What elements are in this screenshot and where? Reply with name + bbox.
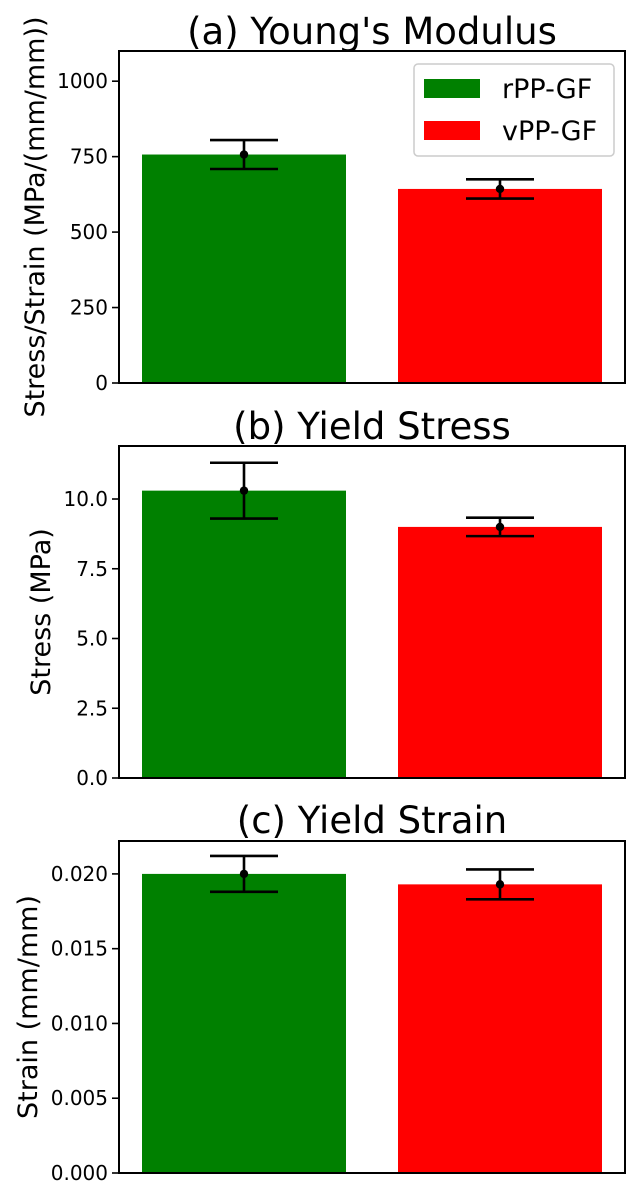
axes-frame-b: [118, 445, 626, 779]
bar-c-vpp-gf: [398, 884, 602, 1173]
error-bar-b-rpp-gf: [210, 461, 278, 520]
ytick-label-c-1: 0.005: [51, 1086, 108, 1110]
error-bar-b-vpp-gf: [466, 516, 534, 538]
ytick-label-c-4: 0.020: [51, 862, 108, 886]
ytick-label-b-4: 10.0: [63, 487, 108, 511]
panel-b-ylabel: Stress (MPa): [26, 528, 57, 696]
ytick-label-a-2: 500: [70, 220, 108, 244]
error-bar-c-rpp-gf: [210, 854, 278, 894]
mean-point: [239, 869, 249, 879]
error-bar-a-vpp-gf: [466, 177, 534, 200]
bar-b-rpp-gf: [142, 490, 346, 778]
ytick-label-b-2: 5.0: [76, 627, 108, 651]
axes-frame-a: [118, 50, 626, 384]
ytick-label-a-1: 250: [70, 296, 108, 320]
bar-c-rpp-gf: [142, 873, 346, 1173]
ytick-label-b-1: 2.5: [76, 696, 108, 720]
panel-b-plot: 0.0 2.5 5.0 7.5 10.0: [63, 445, 626, 790]
mean-point: [495, 880, 505, 889]
panel-c-title: (c) Yield Strain: [237, 799, 507, 842]
legend-swatch-vpp-gf: [424, 121, 480, 140]
panel-b: (b) Yield Stress Stress (MPa) 0.0 2.5 5.0 7…: [26, 405, 626, 790]
panel-a-plot: 0 250 500 750 1000: [57, 50, 626, 395]
ytick-label-a-0: 0: [95, 371, 108, 395]
bar-b-vpp-gf: [398, 526, 602, 778]
panel-a: (a) Young's Modulus Stress/Strain (MPa/(…: [20, 10, 626, 418]
panel-a-title: (a) Young's Modulus: [187, 10, 557, 53]
ytick-label-a-4: 1000: [57, 69, 108, 93]
mean-point: [239, 486, 249, 495]
bar-a-vpp-gf: [398, 188, 602, 383]
ytick-label-c-2: 0.010: [51, 1011, 108, 1035]
ytick-label-c-3: 0.015: [51, 937, 108, 961]
legend-label-vpp-gf: vPP-GF: [502, 116, 597, 147]
mean-point: [495, 184, 505, 194]
panel-c-plot: 0.000 0.005 0.010 0.015 0.020: [51, 840, 626, 1185]
ytick-label-a-3: 750: [70, 145, 108, 169]
error-bar-a-rpp-gf: [210, 138, 278, 171]
legend: rPP-GF vPP-GF: [413, 63, 615, 157]
panel-a-ylabel: Stress/Strain (MPa/(mm/mm)): [20, 16, 51, 417]
legend-label-rpp-gf: rPP-GF: [502, 74, 592, 105]
bar-a-rpp-gf: [142, 154, 346, 383]
ytick-label-c-0: 0.000: [51, 1161, 108, 1185]
legend-swatch-rpp-gf: [424, 79, 480, 98]
panel-c-ylabel: Strain (mm/mm): [13, 895, 44, 1119]
ytick-label-b-3: 7.5: [76, 557, 108, 581]
error-bar-c-vpp-gf: [466, 868, 534, 901]
mean-point: [495, 522, 505, 532]
panel-b-title: (b) Yield Stress: [233, 405, 511, 448]
axes-frame-c: [118, 840, 626, 1174]
panel-c: (c) Yield Strain Strain (mm/mm) 0.0000.0…: [13, 799, 626, 1185]
ytick-label-b-0: 0.0: [76, 766, 108, 790]
mean-point: [239, 150, 249, 159]
